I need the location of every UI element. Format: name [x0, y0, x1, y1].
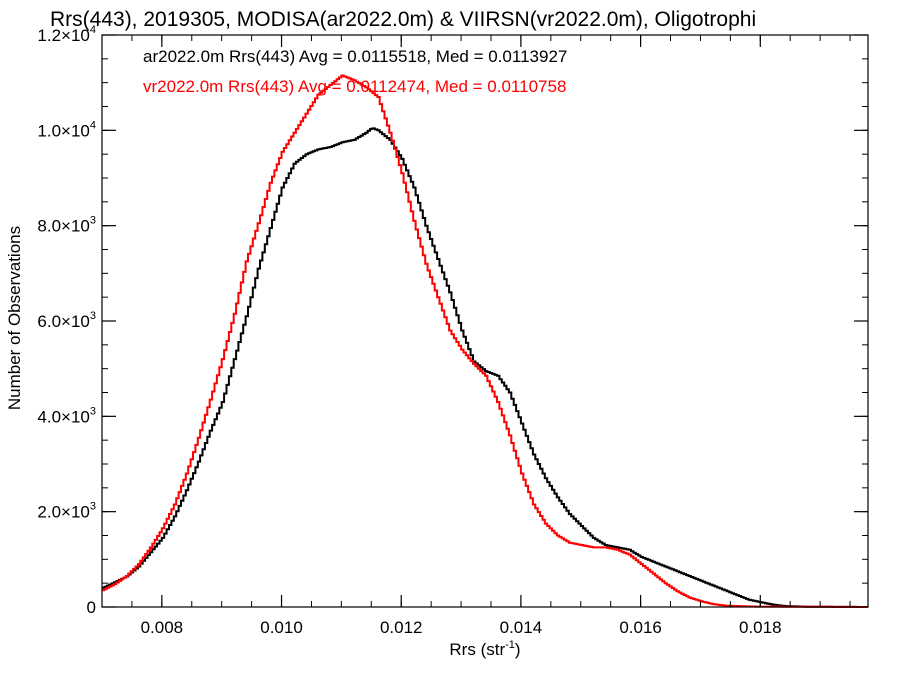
x-axis-label-main: Rrs (str — [449, 640, 505, 659]
annotation-layer: ar2022.0m Rrs(443) Avg = 0.0115518, Med … — [143, 47, 567, 96]
series-1-line — [102, 74, 868, 608]
y-tick-label: 2.0×103 — [37, 501, 96, 522]
series-0-line — [102, 127, 868, 608]
x-tick-label: 0.016 — [619, 618, 662, 637]
annotation-1: vr2022.0m Rrs(443) Avg = 0.0112474, Med … — [143, 77, 566, 96]
x-axis-label-suffix: ) — [515, 640, 521, 659]
annotation-0: ar2022.0m Rrs(443) Avg = 0.0115518, Med … — [143, 47, 567, 66]
series-layer — [102, 74, 868, 608]
y-tick-label: 6.0×103 — [37, 310, 96, 331]
y-tick-label: 0 — [87, 598, 96, 617]
plot-frame — [101, 34, 869, 608]
y-tick-label: 1.2×104 — [37, 24, 96, 45]
y-tick-label: 4.0×103 — [37, 405, 96, 426]
x-tick-label: 0.014 — [500, 618, 543, 637]
y-axis-label: Number of Observations — [5, 226, 24, 410]
y-tick-label: 1.0×104 — [37, 119, 96, 140]
axes-layer: 0.008 0.010 0.012 0.014 0.016 0.018 0 2.0×103 4.… — [37, 24, 869, 637]
x-axis-label-superscript: -1 — [505, 639, 515, 651]
x-tick-label: 0.018 — [739, 618, 782, 637]
x-tick-label: 0.012 — [380, 618, 423, 637]
x-tick-label: 0.008 — [141, 618, 184, 637]
x-axis-label: Rrs (str-1) — [449, 639, 520, 659]
x-tick-label: 0.010 — [260, 618, 303, 637]
chart-title: Rrs(443), 2019305, MODISA(ar2022.0m) & V… — [50, 8, 756, 31]
y-tick-label: 8.0×103 — [37, 215, 96, 236]
